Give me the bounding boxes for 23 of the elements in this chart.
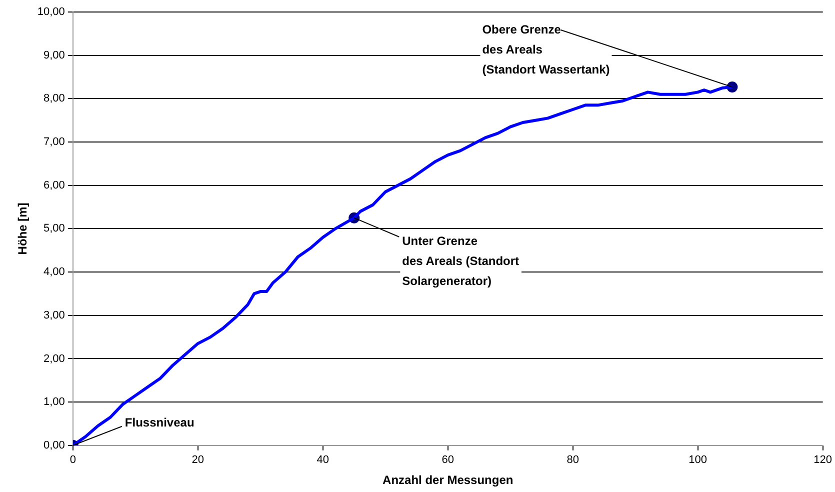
x-tick-label: 60	[442, 454, 454, 466]
y-tick-label: 3,00	[44, 309, 65, 322]
x-tick-label: 20	[192, 454, 204, 466]
y-tick-label: 7,00	[44, 136, 65, 148]
y-tick-label: 4,00	[44, 266, 65, 278]
annotation: Unter Grenze des Areals (Standort Solargenerator)	[402, 234, 520, 288]
y-tick-label: 8,00	[44, 92, 65, 105]
y-tick-label: 0,00	[44, 439, 65, 452]
y-tick-label: 10,00	[37, 6, 65, 18]
y-tick-label: 5,00	[44, 222, 65, 235]
x-tick-label: 100	[688, 454, 708, 466]
annotation: Obere Grenze des Areals (Standort Wassertank)	[482, 22, 610, 76]
x-axis-title: Anzahl der Messungen	[382, 473, 514, 488]
x-tick-label: 0	[70, 454, 76, 466]
y-axis-title: Höhe [m]	[16, 202, 30, 255]
y-tick-label: 2,00	[44, 352, 65, 365]
x-tick-label: 40	[316, 454, 330, 466]
y-tick-label: 9,00	[44, 49, 65, 62]
x-tick-label: 80	[566, 454, 579, 466]
y-tick-label: 6,00	[44, 179, 65, 192]
y-tick-label: 1,00	[44, 396, 65, 408]
x-tick-label: 120	[814, 454, 832, 466]
annotation: Flussniveau	[124, 416, 194, 430]
